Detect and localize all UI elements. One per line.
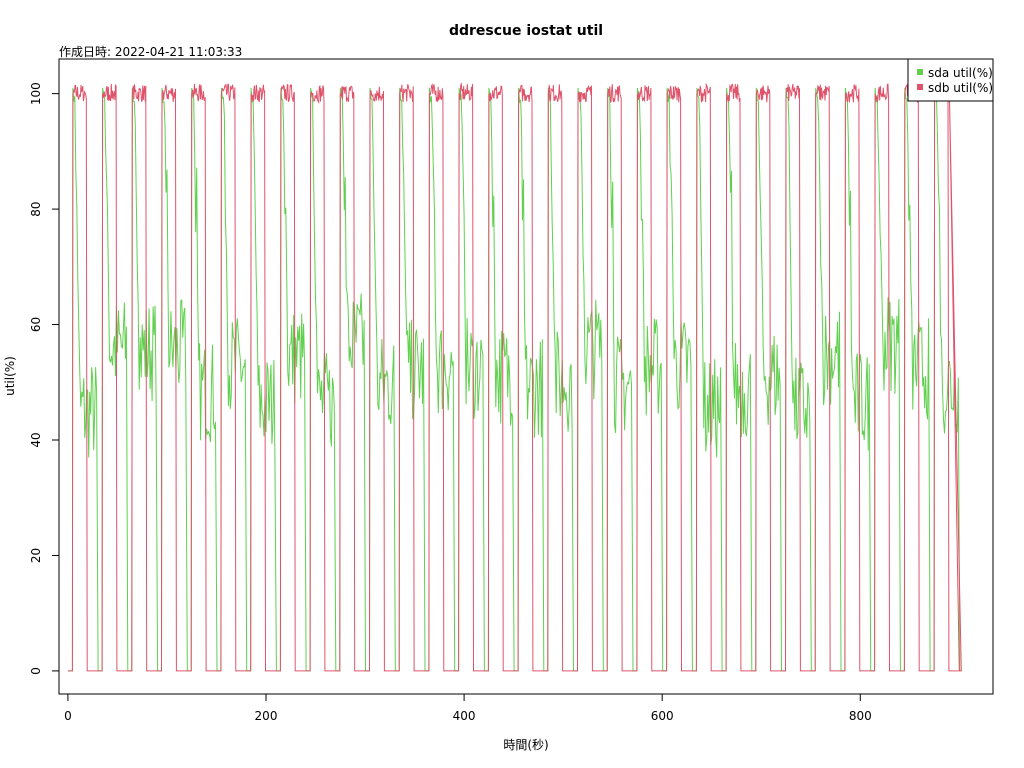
series-line-sda bbox=[67, 87, 961, 672]
x-tick-label: 600 bbox=[651, 709, 674, 723]
y-tick-label: 40 bbox=[29, 432, 43, 447]
legend: sda util(%) sdb util(%) bbox=[907, 58, 994, 102]
chart-subtitle: 作成日時: 2022-04-21 11:03:33 bbox=[59, 45, 242, 59]
y-tick-label: 20 bbox=[29, 548, 43, 563]
chart-title: ddrescue iostat util bbox=[449, 23, 603, 39]
series-line-sdb bbox=[67, 82, 962, 672]
y-tick-label: 60 bbox=[29, 317, 43, 332]
y-tick-label: 100 bbox=[29, 82, 43, 105]
y-axis: 0 20 40 60 80 100 bbox=[29, 82, 60, 675]
y-axis-label: util(%) bbox=[3, 356, 17, 396]
legend-swatch-sda bbox=[917, 69, 923, 75]
legend-label-sdb: sdb util(%) bbox=[928, 81, 993, 95]
x-axis: 0 200 400 600 800 bbox=[64, 693, 872, 723]
x-tick-label: 200 bbox=[255, 709, 278, 723]
x-tick-label: 0 bbox=[64, 709, 72, 723]
y-tick-label: 80 bbox=[29, 201, 43, 216]
legend-swatch-sdb bbox=[917, 84, 923, 90]
x-tick-label: 800 bbox=[849, 709, 872, 723]
legend-box bbox=[907, 58, 994, 102]
y-tick-label: 0 bbox=[29, 667, 43, 675]
legend-label-sda: sda util(%) bbox=[928, 66, 993, 80]
x-axis-label: 時間(秒) bbox=[503, 738, 548, 752]
x-tick-label: 400 bbox=[453, 709, 476, 723]
series-layer bbox=[67, 82, 962, 672]
